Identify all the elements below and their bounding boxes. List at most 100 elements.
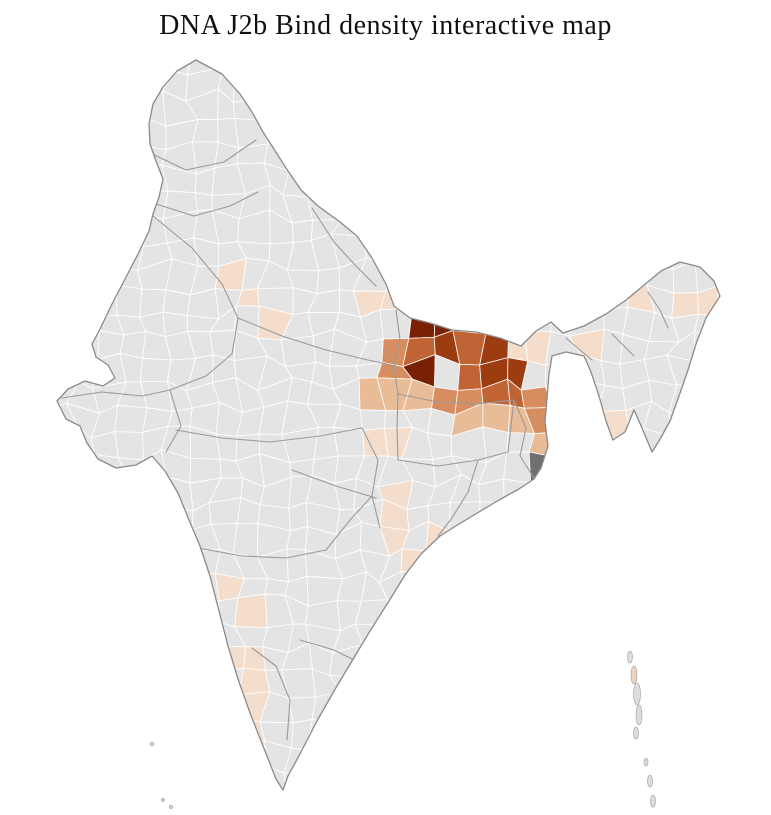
- district[interactable]: [694, 505, 718, 534]
- district[interactable]: [505, 49, 525, 76]
- district[interactable]: [478, 92, 501, 118]
- district[interactable]: [3, 737, 26, 763]
- district[interactable]: [693, 330, 718, 366]
- district[interactable]: [454, 739, 487, 769]
- district[interactable]: [457, 363, 482, 391]
- district[interactable]: [161, 692, 197, 725]
- district[interactable]: [694, 544, 717, 580]
- district[interactable]: [675, 578, 702, 605]
- district[interactable]: [499, 670, 527, 700]
- district[interactable]: [721, 625, 742, 651]
- district[interactable]: [716, 90, 745, 122]
- district[interactable]: [767, 234, 771, 270]
- district[interactable]: [571, 596, 602, 626]
- district[interactable]: [450, 648, 478, 675]
- district[interactable]: [20, 456, 52, 485]
- district[interactable]: [426, 235, 461, 270]
- district[interactable]: [569, 214, 606, 242]
- district[interactable]: [667, 665, 699, 702]
- district[interactable]: [595, 497, 622, 535]
- island[interactable]: [643, 757, 649, 767]
- district[interactable]: [526, 521, 556, 560]
- island[interactable]: [169, 805, 173, 809]
- district[interactable]: [521, 570, 547, 604]
- district[interactable]: [641, 531, 672, 556]
- district[interactable]: [379, 290, 415, 311]
- district[interactable]: [382, 97, 405, 127]
- district[interactable]: [460, 555, 484, 576]
- district[interactable]: [358, 712, 384, 747]
- district[interactable]: [695, 700, 725, 719]
- district[interactable]: [95, 787, 124, 815]
- district[interactable]: [29, 672, 44, 698]
- district[interactable]: [25, 715, 55, 747]
- district[interactable]: [1, 364, 28, 390]
- district[interactable]: [47, 95, 68, 124]
- district[interactable]: [73, 599, 96, 627]
- district[interactable]: [593, 472, 622, 503]
- district[interactable]: [745, 194, 771, 222]
- district[interactable]: [644, 43, 674, 68]
- district[interactable]: [47, 71, 68, 102]
- district[interactable]: [554, 502, 580, 528]
- district[interactable]: [696, 141, 720, 163]
- district[interactable]: [650, 690, 675, 720]
- district[interactable]: [91, 569, 127, 601]
- district[interactable]: [165, 51, 191, 76]
- district[interactable]: [145, 42, 175, 73]
- district[interactable]: [523, 66, 556, 100]
- district[interactable]: [161, 666, 197, 695]
- district[interactable]: [306, 740, 341, 772]
- district[interactable]: [0, 335, 28, 366]
- district[interactable]: [143, 666, 164, 694]
- district[interactable]: [746, 741, 771, 772]
- district[interactable]: [354, 92, 385, 127]
- district[interactable]: [385, 143, 415, 169]
- district[interactable]: [596, 545, 631, 580]
- district[interactable]: [476, 530, 510, 557]
- district[interactable]: [359, 409, 386, 431]
- district[interactable]: [595, 601, 630, 630]
- district[interactable]: [499, 233, 526, 272]
- district[interactable]: [306, 160, 344, 198]
- district[interactable]: [67, 307, 100, 334]
- district[interactable]: [382, 112, 415, 147]
- district[interactable]: [599, 522, 631, 554]
- islands-layer[interactable]: [150, 650, 656, 809]
- district[interactable]: [503, 451, 532, 484]
- district[interactable]: [1, 526, 19, 552]
- district[interactable]: [44, 792, 71, 815]
- district[interactable]: [477, 238, 511, 272]
- district[interactable]: [544, 290, 577, 309]
- district[interactable]: [91, 545, 116, 575]
- district[interactable]: [528, 451, 550, 485]
- district[interactable]: [550, 784, 580, 815]
- district[interactable]: [334, 740, 367, 772]
- district[interactable]: [286, 548, 308, 583]
- district[interactable]: [642, 620, 680, 650]
- district[interactable]: [602, 44, 631, 78]
- island[interactable]: [635, 704, 643, 726]
- district[interactable]: [571, 73, 607, 101]
- district[interactable]: [389, 641, 407, 668]
- district[interactable]: [377, 163, 404, 194]
- district[interactable]: [697, 647, 722, 673]
- district[interactable]: [358, 641, 391, 678]
- district[interactable]: [568, 162, 602, 193]
- district[interactable]: [68, 642, 101, 673]
- district[interactable]: [47, 737, 79, 766]
- district[interactable]: [552, 671, 578, 693]
- district[interactable]: [742, 501, 767, 534]
- district[interactable]: [26, 113, 51, 143]
- district[interactable]: [545, 570, 574, 604]
- district[interactable]: [44, 688, 68, 717]
- district[interactable]: [359, 740, 389, 772]
- district[interactable]: [112, 98, 144, 118]
- district[interactable]: [0, 643, 29, 678]
- district[interactable]: [721, 593, 743, 630]
- district[interactable]: [431, 117, 457, 150]
- district[interactable]: [400, 570, 435, 608]
- district[interactable]: [0, 186, 24, 214]
- district[interactable]: [429, 147, 457, 174]
- district[interactable]: [26, 43, 51, 74]
